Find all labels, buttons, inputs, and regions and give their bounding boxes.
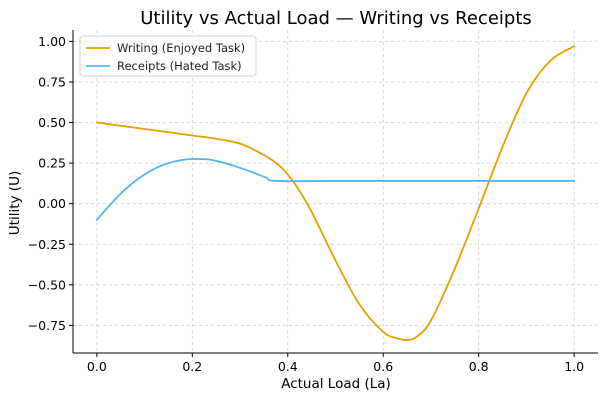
chart-title: Utility vs Actual Load — Writing vs Rece…	[140, 8, 532, 29]
y-tick-label: 0.25	[38, 156, 66, 171]
ticks: 0.0 0.2 0.4 0.6 0.8 1.0 −0.75 −0.50 −0.25 0.00 0.2…	[28, 34, 584, 374]
x-tick-label: 0.4	[278, 359, 298, 374]
x-axis-title: Actual Load (La)	[281, 376, 391, 392]
y-tick-label: 0.00	[38, 196, 66, 211]
series-line-1	[95, 45, 576, 341]
legend-box	[79, 35, 257, 77]
y-tick-label: 0.50	[38, 115, 66, 130]
series-lines	[95, 45, 576, 341]
x-tick-label: 0.0	[87, 359, 107, 374]
y-tick-label: 1.00	[38, 34, 66, 49]
grid-lines	[73, 30, 598, 353]
x-tick-label: 0.6	[373, 359, 393, 374]
y-tick-label: 0.75	[38, 74, 66, 89]
y-tick-label: −0.75	[28, 318, 66, 333]
x-tick-label: 1.0	[564, 359, 584, 374]
axes	[72, 30, 598, 354]
y-tick-label: −0.50	[28, 277, 66, 292]
legend-label-2: Receipts (Hated Task)	[117, 59, 242, 73]
x-tick-label: 0.2	[182, 359, 202, 374]
legend: Writing (Enjoyed Task) Receipts (Hated Ta…	[79, 35, 257, 77]
series-line-2	[95, 158, 576, 221]
y-tick-label: −0.25	[28, 237, 66, 252]
legend-label-1: Writing (Enjoyed Task)	[117, 41, 245, 55]
x-tick-label: 0.8	[469, 359, 489, 374]
y-axis-title: Utility (U)	[7, 171, 23, 235]
